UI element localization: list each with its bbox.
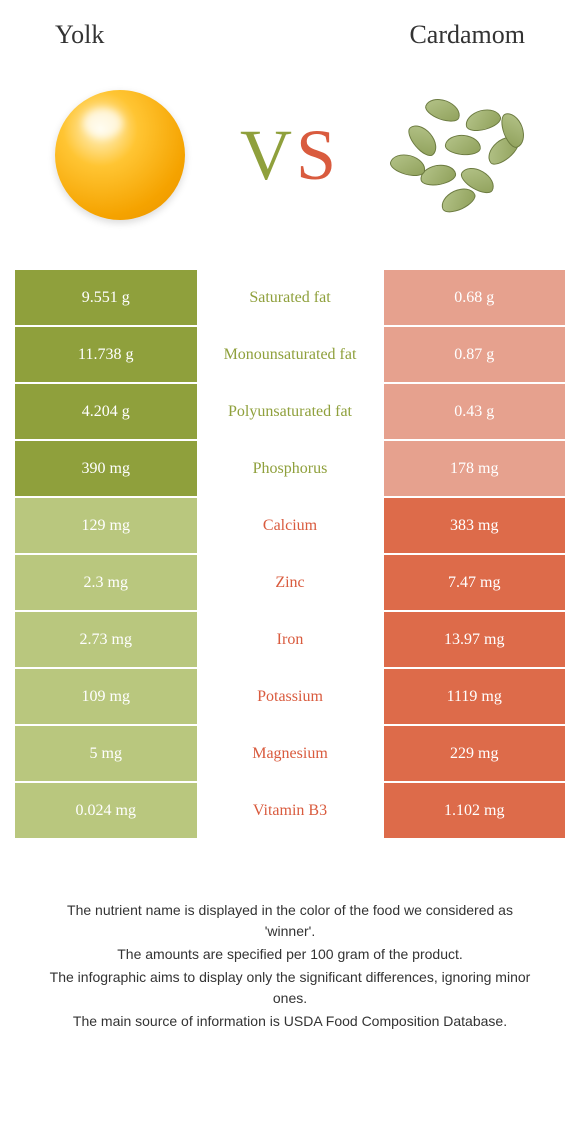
footer-line: The amounts are specified per 100 gram o… xyxy=(45,944,535,965)
value-left: 5 mg xyxy=(15,726,197,781)
table-row: 11.738 gMonounsaturated fat0.87 g xyxy=(15,327,565,384)
value-left: 109 mg xyxy=(15,669,197,724)
table-row: 390 mgPhosphorus178 mg xyxy=(15,441,565,498)
value-right: 0.68 g xyxy=(384,270,566,325)
title-left: Yolk xyxy=(55,20,104,50)
table-row: 2.73 mgIron13.97 mg xyxy=(15,612,565,669)
value-right: 13.97 mg xyxy=(384,612,566,667)
value-left: 11.738 g xyxy=(15,327,197,382)
table-row: 2.3 mgZinc7.47 mg xyxy=(15,555,565,612)
yolk-icon xyxy=(55,90,185,220)
value-left: 2.3 mg xyxy=(15,555,197,610)
nutrient-label: Vitamin B3 xyxy=(197,783,384,838)
value-right: 1119 mg xyxy=(384,669,566,724)
yolk-image xyxy=(40,80,200,230)
nutrient-label: Polyunsaturated fat xyxy=(197,384,384,439)
value-right: 229 mg xyxy=(384,726,566,781)
nutrient-label: Monounsaturated fat xyxy=(197,327,384,382)
table-row: 4.204 gPolyunsaturated fat0.43 g xyxy=(15,384,565,441)
table-row: 9.551 gSaturated fat0.68 g xyxy=(15,270,565,327)
value-right: 0.87 g xyxy=(384,327,566,382)
value-left: 4.204 g xyxy=(15,384,197,439)
value-left: 0.024 mg xyxy=(15,783,197,838)
vs-label: VS xyxy=(240,114,340,197)
cardamom-icon xyxy=(385,90,535,220)
value-right: 383 mg xyxy=(384,498,566,553)
image-row: VS xyxy=(15,60,565,260)
vs-v: V xyxy=(240,115,296,195)
footer-notes: The nutrient name is displayed in the co… xyxy=(15,840,565,1054)
nutrient-label: Potassium xyxy=(197,669,384,724)
nutrient-label: Zinc xyxy=(197,555,384,610)
footer-line: The main source of information is USDA F… xyxy=(45,1011,535,1032)
nutrient-label: Magnesium xyxy=(197,726,384,781)
nutrient-label: Calcium xyxy=(197,498,384,553)
value-right: 1.102 mg xyxy=(384,783,566,838)
value-right: 178 mg xyxy=(384,441,566,496)
table-row: 109 mgPotassium1119 mg xyxy=(15,669,565,726)
comparison-table: 9.551 gSaturated fat0.68 g11.738 gMonoun… xyxy=(15,270,565,840)
value-right: 7.47 mg xyxy=(384,555,566,610)
nutrient-label: Iron xyxy=(197,612,384,667)
value-left: 2.73 mg xyxy=(15,612,197,667)
footer-line: The nutrient name is displayed in the co… xyxy=(45,900,535,942)
table-row: 0.024 mgVitamin B31.102 mg xyxy=(15,783,565,840)
footer-line: The infographic aims to display only the… xyxy=(45,967,535,1009)
vs-s: S xyxy=(296,115,340,195)
table-row: 5 mgMagnesium229 mg xyxy=(15,726,565,783)
value-left: 129 mg xyxy=(15,498,197,553)
value-right: 0.43 g xyxy=(384,384,566,439)
nutrient-label: Phosphorus xyxy=(197,441,384,496)
header: Yolk Cardamom xyxy=(15,20,565,60)
value-left: 390 mg xyxy=(15,441,197,496)
table-row: 129 mgCalcium383 mg xyxy=(15,498,565,555)
nutrient-label: Saturated fat xyxy=(197,270,384,325)
cardamom-image xyxy=(380,80,540,230)
value-left: 9.551 g xyxy=(15,270,197,325)
title-right: Cardamom xyxy=(409,20,525,50)
